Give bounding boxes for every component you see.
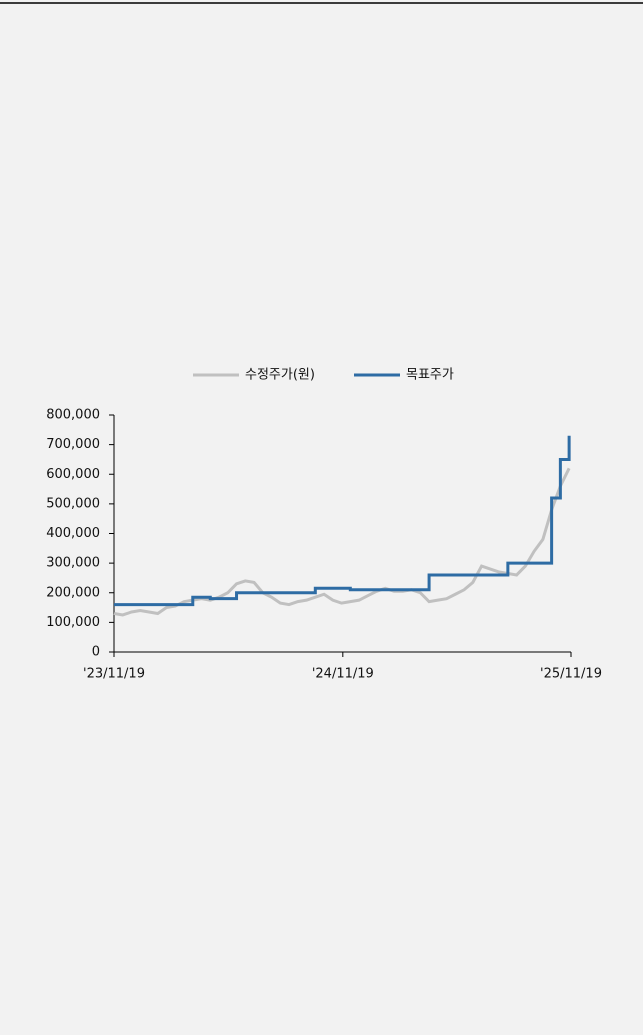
y-tick-label: 300,000	[46, 556, 100, 571]
y-tick-label: 600,000	[46, 467, 100, 482]
legend-label: 수정주가(원)	[245, 368, 315, 383]
y-tick-label: 700,000	[46, 437, 100, 452]
y-tick-label: 100,000	[46, 615, 100, 630]
x-tick-label: '23/11/19	[83, 667, 145, 682]
y-tick-label: 800,000	[46, 408, 100, 423]
x-tick-label: '25/11/19	[540, 667, 602, 682]
y-tick-label: 200,000	[46, 585, 100, 600]
series-line	[114, 435, 571, 607]
x-tick-label: '24/11/19	[312, 667, 374, 682]
y-tick-label: 500,000	[46, 496, 100, 511]
series-line	[113, 467, 571, 617]
y-tick-label: 400,000	[46, 526, 100, 541]
legend-label: 목표주가	[406, 368, 454, 383]
y-tick-label: 0	[92, 645, 100, 660]
